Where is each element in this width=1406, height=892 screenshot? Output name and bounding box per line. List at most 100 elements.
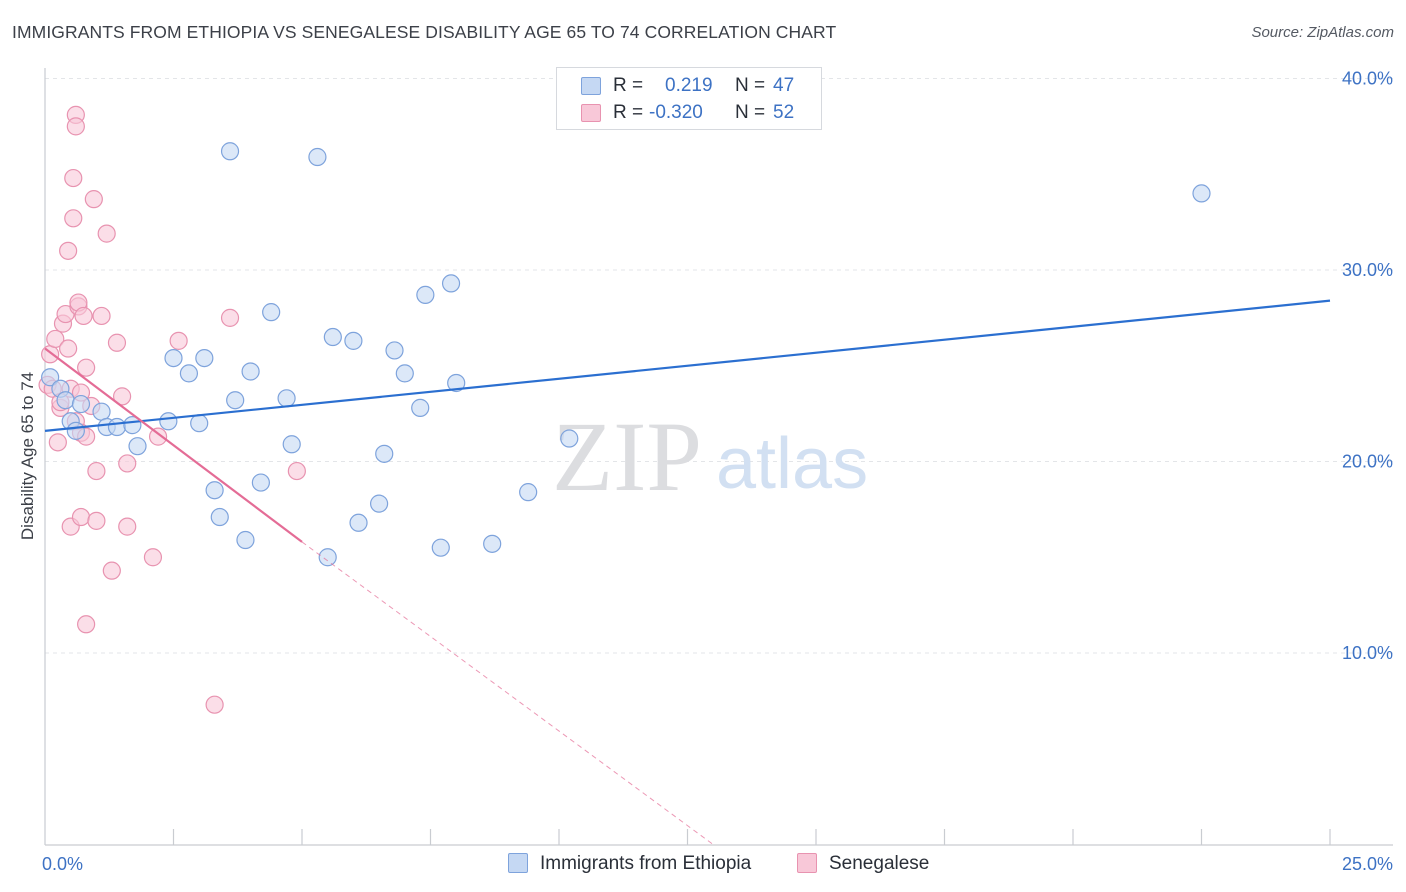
- senegalese-point: [87, 461, 106, 481]
- ethiopia-point: [344, 331, 363, 350]
- legend-n-label: N =: [735, 102, 766, 123]
- ethiopia-point: [1192, 184, 1211, 203]
- senegalese-point: [46, 329, 65, 349]
- senegalese-point: [148, 427, 168, 446]
- senegalese-point: [112, 387, 132, 406]
- ethiopia-point: [560, 429, 579, 448]
- senegalese-point: [59, 339, 78, 358]
- senegalese-point: [74, 306, 93, 326]
- ethiopia-point: [375, 444, 394, 463]
- ethiopia-point: [92, 402, 111, 421]
- gridlines: [45, 78, 1393, 654]
- ethiopia-point: [236, 530, 255, 550]
- senegalese-point: [143, 548, 163, 567]
- senegalese-point: [84, 190, 103, 209]
- ethiopia-point: [395, 364, 414, 383]
- senegalese-point: [220, 308, 240, 327]
- senegalese-point: [205, 695, 224, 714]
- ethiopia-point: [441, 274, 461, 293]
- axes: [44, 68, 1393, 846]
- senegalese-point: [118, 454, 137, 473]
- legend-row-senegalese: R = -0.320 N = 52: [581, 101, 811, 127]
- ethiopia-point: [195, 348, 214, 368]
- series-label-senegalese: Senegalese: [829, 853, 930, 874]
- ethiopia-point: [210, 507, 229, 527]
- ethiopia-point: [56, 391, 75, 410]
- ethiopia-trend-line: [44, 299, 1331, 432]
- tick-labels: 10.0% 20.0% 30.0% 40.0% 0.0% 25.0%: [42, 69, 1393, 875]
- ethiopia-point: [385, 341, 404, 360]
- x-tick-label: 0.0%: [42, 854, 83, 874]
- senegalese-point: [59, 241, 78, 260]
- senegalese-point: [77, 615, 96, 634]
- ethiopia-point: [431, 538, 450, 557]
- legend-row-ethiopia: R = 0.219 N = 47: [581, 74, 811, 100]
- ethiopia-point: [349, 513, 368, 532]
- chart-title: IMMIGRANTS FROM ETHIOPIA VS SENEGALESE D…: [12, 22, 837, 42]
- senegalese-point: [77, 358, 96, 377]
- legend-n-value: 47: [773, 75, 795, 96]
- ethiopia-point: [190, 414, 209, 433]
- trend-lines: [44, 299, 1331, 845]
- senegalese-point: [87, 511, 106, 530]
- legend-r-label: R =: [613, 75, 644, 96]
- series-legend-senegalese: Senegalese: [797, 852, 947, 876]
- senegalese-point: [107, 333, 127, 352]
- ethiopia-point: [370, 494, 389, 513]
- ethiopia-point: [164, 348, 183, 368]
- ethiopia-point: [318, 548, 337, 567]
- ethiopia-point: [447, 373, 466, 393]
- watermark-atlas: atlas: [716, 424, 868, 504]
- ethiopia-point: [179, 364, 199, 383]
- ethiopia-point: [277, 389, 296, 408]
- legend-n-value: 52: [773, 102, 795, 123]
- stats-legend: R = 0.219 N = 47 R = -0.320 N = 52: [556, 67, 822, 130]
- ethiopia-point: [241, 362, 260, 381]
- legend-swatch-ethiopia: [581, 77, 601, 95]
- ethiopia-point: [159, 412, 178, 431]
- senegalese-point: [169, 331, 188, 350]
- ethiopia-point: [251, 473, 270, 492]
- senegalese-point: [92, 306, 111, 326]
- y-tick-label: 20.0%: [1342, 452, 1393, 472]
- senegalese-point: [287, 461, 306, 481]
- series-legend-ethiopia: Immigrants from Ethiopia: [508, 852, 778, 876]
- ethiopia-point: [226, 391, 245, 410]
- legend-r-value: -0.320: [649, 102, 703, 123]
- ethiopia-point: [128, 437, 147, 456]
- ethiopia-point: [282, 435, 301, 454]
- ethiopia-point: [416, 285, 435, 304]
- ethiopia-point: [66, 421, 85, 440]
- watermark-zip: ZIP: [552, 401, 702, 512]
- senegalese-trend-extension: [301, 541, 714, 845]
- ethiopia-point: [411, 398, 430, 417]
- senegalese-point: [66, 117, 85, 136]
- ethiopia-point: [483, 534, 502, 553]
- y-axis-title: Disability Age 65 to 74: [18, 372, 37, 540]
- senegalese-trend-line: [44, 347, 303, 543]
- ethiopia-point: [41, 368, 60, 387]
- ethiopia-point: [220, 142, 240, 161]
- legend-r-label: R =: [613, 102, 644, 123]
- senegalese-point: [118, 517, 137, 536]
- x-tick-label: 25.0%: [1342, 854, 1393, 874]
- series-label-ethiopia: Immigrants from Ethiopia: [540, 853, 752, 874]
- senegalese-point: [64, 168, 83, 188]
- senegalese-point: [102, 561, 121, 580]
- legend-r-value: 0.219: [665, 75, 713, 96]
- series-swatch-ethiopia: [508, 853, 528, 873]
- legend-swatch-senegalese: [581, 104, 601, 122]
- ethiopia-point: [323, 327, 342, 347]
- y-tick-label: 40.0%: [1342, 69, 1393, 89]
- y-tick-label: 10.0%: [1342, 643, 1393, 663]
- legend-n-label: N =: [735, 75, 766, 96]
- ethiopia-point: [205, 481, 224, 500]
- senegalese-point: [71, 507, 91, 527]
- source-credit: Source: ZipAtlas.com: [1251, 24, 1394, 41]
- ethiopia-point: [107, 417, 127, 437]
- ethiopia-point: [308, 147, 327, 167]
- ethiopia-point: [71, 394, 91, 414]
- ethiopia-point: [262, 303, 281, 322]
- series-swatch-senegalese: [797, 853, 817, 873]
